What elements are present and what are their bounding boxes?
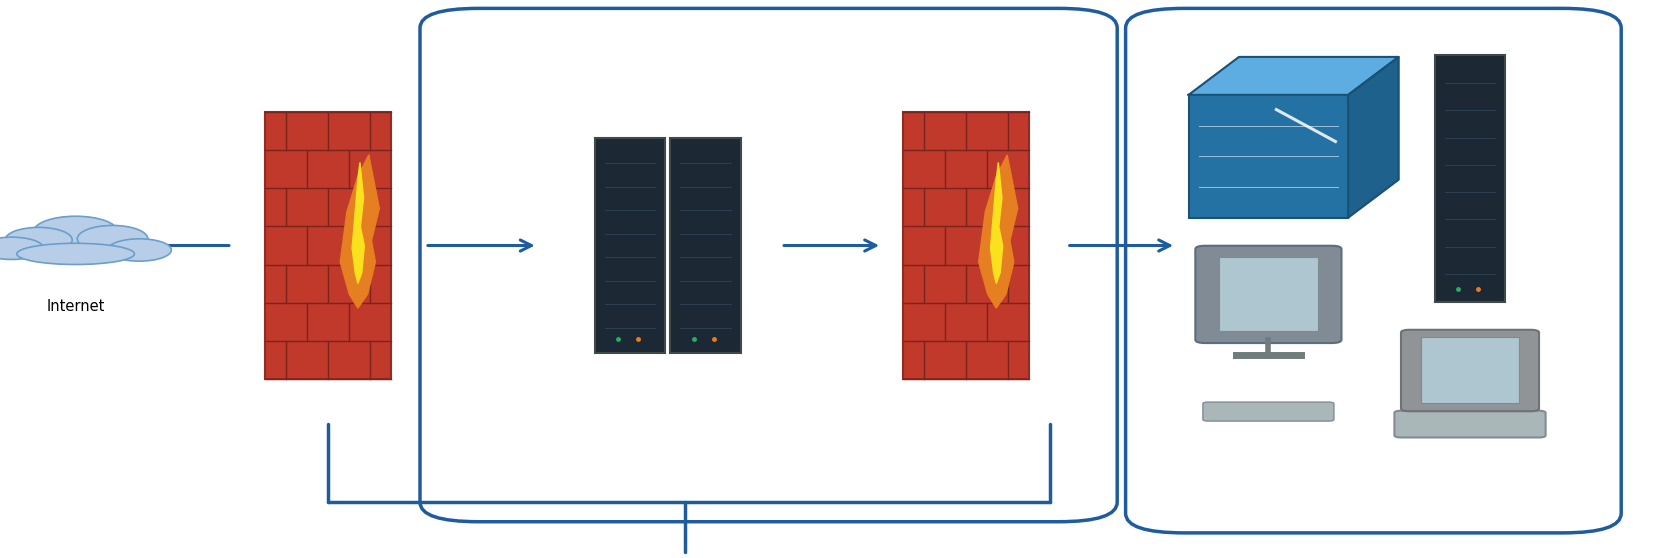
Ellipse shape <box>17 243 134 264</box>
FancyBboxPatch shape <box>1401 330 1539 411</box>
Polygon shape <box>341 155 380 308</box>
FancyBboxPatch shape <box>1203 402 1334 421</box>
Polygon shape <box>991 162 1003 283</box>
FancyBboxPatch shape <box>1435 55 1505 302</box>
Ellipse shape <box>108 239 171 261</box>
FancyBboxPatch shape <box>1421 337 1519 403</box>
FancyBboxPatch shape <box>595 138 665 353</box>
FancyBboxPatch shape <box>1189 95 1347 218</box>
Polygon shape <box>1189 57 1398 95</box>
Polygon shape <box>979 155 1018 308</box>
Ellipse shape <box>77 225 148 252</box>
FancyBboxPatch shape <box>1220 257 1317 331</box>
FancyBboxPatch shape <box>904 112 1028 379</box>
Ellipse shape <box>0 237 44 259</box>
FancyBboxPatch shape <box>1196 246 1341 343</box>
FancyBboxPatch shape <box>670 138 741 353</box>
Ellipse shape <box>34 216 118 247</box>
FancyBboxPatch shape <box>1394 411 1546 437</box>
Polygon shape <box>353 162 365 283</box>
Polygon shape <box>1347 57 1398 218</box>
Ellipse shape <box>5 227 72 252</box>
Text: Internet: Internet <box>47 299 104 314</box>
FancyBboxPatch shape <box>265 112 390 379</box>
